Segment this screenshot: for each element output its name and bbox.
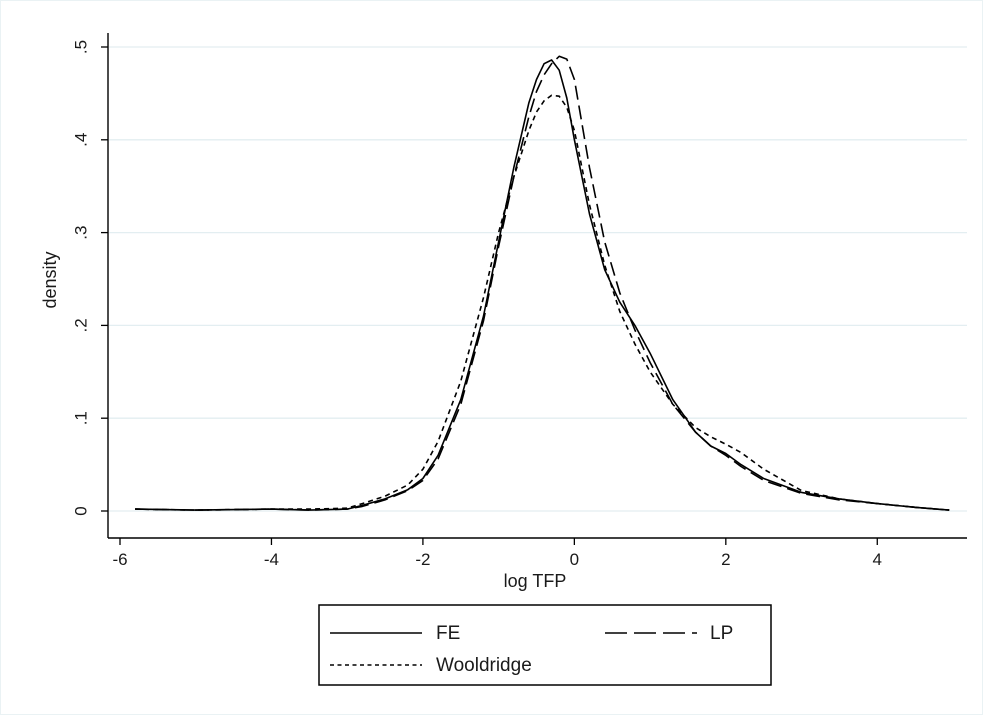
axes: 0 .1 .2 .3 .4 .5 -6 -4 -2 0 2 4: [71, 33, 967, 569]
x-axis-title: log TFP: [504, 571, 567, 591]
legend-box: [318, 604, 772, 686]
y-axis-title: density: [40, 251, 60, 308]
y-tick-label-3: .3: [71, 226, 90, 240]
y-tick-label-2: .2: [71, 318, 90, 332]
legend-label-wooldridge: Wooldridge: [436, 655, 532, 676]
x-tick-label-2: -2: [415, 550, 430, 569]
legend: FE LP Wooldridge: [318, 604, 772, 686]
series-lines: [135, 55, 950, 511]
y-tick-label-0: 0: [71, 506, 90, 515]
y-tick-label-1: .1: [71, 411, 90, 425]
legend-label-fe: FE: [436, 623, 460, 644]
legend-label-lp: LP: [710, 623, 733, 644]
legend-entries: FE LP Wooldridge: [330, 623, 733, 676]
gridlines: [109, 46, 967, 512]
x-tick-label-1: -4: [264, 550, 279, 569]
y-tick-label-4: .4: [71, 133, 90, 147]
x-tick-label-0: -6: [112, 550, 127, 569]
series-line-lp: [135, 55, 950, 511]
x-tick-label-4: 2: [721, 550, 730, 569]
x-tick-label-5: 4: [873, 550, 882, 569]
series-line-wooldridge: [135, 94, 950, 511]
series-line-fe: [135, 59, 950, 511]
x-tick-label-3: 0: [570, 550, 579, 569]
y-tick-label-5: .5: [71, 40, 90, 54]
